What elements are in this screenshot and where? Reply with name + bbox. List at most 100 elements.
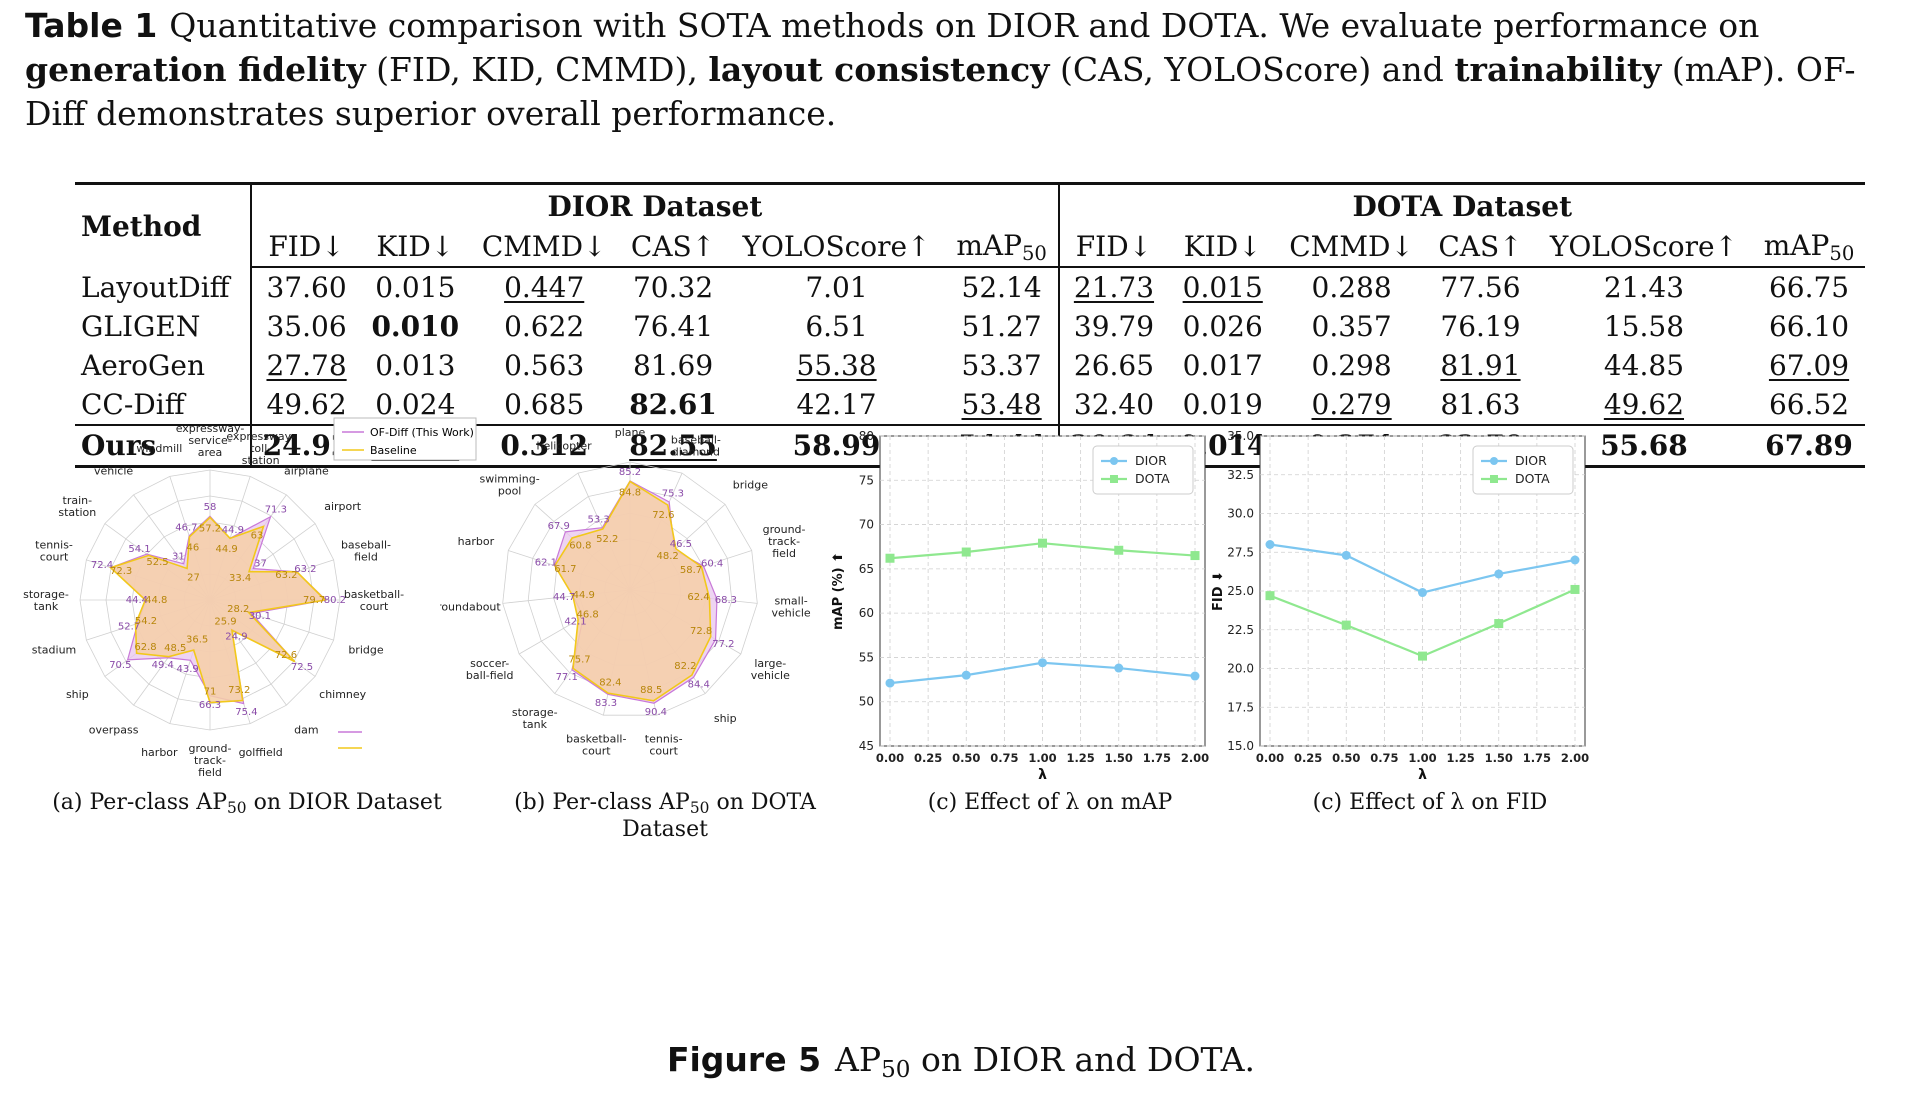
method-header: Method <box>75 182 252 267</box>
dota-point <box>1190 551 1200 561</box>
x-tick-label: 1.75 <box>1143 751 1171 765</box>
dior-cell: 52.14 <box>961 271 1042 304</box>
baseline-value-label: 58.7 <box>680 565 702 576</box>
x-tick-label: 1.00 <box>1028 751 1056 765</box>
ofdiff-value-label: 80.2 <box>324 595 346 606</box>
dior-col-header: YOLOScore↑ <box>727 227 946 268</box>
dota-header: DOTA Dataset <box>1057 182 1865 227</box>
subcaption-c2: (c) Effect of λ on FID <box>1312 790 1548 815</box>
dota-cell: 21.73 <box>1057 267 1169 307</box>
dior-col-header: mAP50 <box>945 227 1059 268</box>
table-caption-label: Table 1 <box>25 6 158 45</box>
y-tick-label: 60 <box>859 606 874 620</box>
method-cell: Ours <box>75 424 252 468</box>
ofdiff-value-label: 46.5 <box>670 539 692 550</box>
legend-dota: DOTA <box>1515 471 1550 486</box>
radar-category-label: expressway-toll-station <box>226 430 295 467</box>
x-tick-label: 0.25 <box>1294 751 1322 765</box>
ofdiff-value-label: 90.4 <box>645 707 667 718</box>
baseline-value-label: 48.5 <box>164 643 186 654</box>
baseline-value-label: 25.9 <box>214 616 236 627</box>
y-tick-label: 45 <box>859 739 874 753</box>
baseline-value-label: 28.2 <box>227 604 249 615</box>
ofdiff-value-label: 72.5 <box>291 662 313 673</box>
ofdiff-value-label: 44.9 <box>222 525 244 536</box>
radar-category-label: storage-tank <box>512 706 558 731</box>
radar-category-label: baseball-diamond <box>671 434 721 459</box>
dior-point <box>1570 555 1580 565</box>
radar-category-label: large-vehicle <box>751 657 790 682</box>
baseline-value-label: 82.2 <box>674 661 696 672</box>
ofdiff-value-label: 43.9 <box>176 664 198 675</box>
radar-category-label: basketball-court <box>344 588 404 613</box>
baseline-value-label: 61.7 <box>554 564 576 575</box>
dota-point <box>1265 591 1275 601</box>
baseline-value-label: 44.8 <box>145 595 167 606</box>
dota-cell: 0.019 <box>1182 388 1263 421</box>
y-tick-label: 25.0 <box>1227 584 1254 598</box>
ofdiff-value-label: 60.4 <box>701 558 723 569</box>
y-tick-label: 27.5 <box>1227 545 1254 559</box>
dota-col-header: CAS↑ <box>1426 227 1535 268</box>
dota-cell: 0.279 <box>1311 388 1392 421</box>
dota-cell: 0.288 <box>1311 271 1392 304</box>
dior-point <box>1265 540 1275 549</box>
radar-category-label: windmill <box>136 442 182 455</box>
y-tick-label: 80 <box>859 429 874 443</box>
radar-category-label: basketball-court <box>566 733 626 758</box>
x-tick-label: 1.25 <box>1066 751 1094 765</box>
baseline-value-label: 72.3 <box>110 566 132 577</box>
baseline-value-label: 62.8 <box>134 642 156 653</box>
baseline-value-label: 63.2 <box>275 570 297 581</box>
subcaption-c1: (c) Effect of λ on mAP <box>927 790 1173 815</box>
baseline-value-label: 73.2 <box>228 685 250 696</box>
dior-cell: 0.015 <box>375 271 456 304</box>
y-tick-label: 55 <box>859 650 874 664</box>
ofdiff-value-label: 31 <box>172 551 185 562</box>
subcaption-a: (a) Per-class AP50 on DIOR Dataset <box>52 790 442 817</box>
dota-cell: 0.015 <box>1182 271 1263 304</box>
dior-point <box>1341 550 1351 560</box>
y-tick-label: 15.0 <box>1227 739 1254 753</box>
dior-cell: 53.37 <box>961 349 1042 382</box>
subcaption-b: (b) Per-class AP50 on DOTA Dataset <box>514 790 816 842</box>
dior-cell: 42.17 <box>796 388 877 421</box>
dota-point <box>1038 538 1047 548</box>
x-tick-label: 0.00 <box>1256 751 1284 765</box>
radar-category-label: bridge <box>733 478 769 491</box>
radar-legend: OF-Diff (This Work) Baseline <box>333 417 477 749</box>
baseline-series-polygon <box>553 480 712 702</box>
dior-radar-chart: 58 57.2 44.9 44.9 71.3 63 37 33.4 63.2 63.2 80.2 79… <box>22 410 512 794</box>
baseline-value-label: 44.9 <box>216 544 238 555</box>
radar-category-label: swimming-pool <box>480 472 540 497</box>
ofdiff-value-label: 70.5 <box>109 660 131 671</box>
x-tick-label: 0.50 <box>952 751 980 765</box>
radar-category-label: helicopter <box>536 440 592 453</box>
x-tick-label: 1.25 <box>1446 751 1474 765</box>
radar-category-label: dam <box>294 723 318 736</box>
baseline-value-label: 27 <box>187 572 200 583</box>
x-tick-label: 0.50 <box>1332 751 1360 765</box>
dior-col-header: KID↓ <box>360 227 470 268</box>
dota-col-header: KID↓ <box>1168 227 1278 268</box>
results-table: Method DIOR Dataset DOTA Dataset FID↓ KID… <box>75 182 1865 468</box>
radar-category-label: baseball-field <box>341 539 391 564</box>
dior-point <box>1190 671 1200 681</box>
ofdiff-value-label: 72.4 <box>91 560 113 571</box>
x-tick-label: 0.25 <box>914 751 942 765</box>
dota-cell: 66.10 <box>1768 310 1850 343</box>
dior-cell: 35.06 <box>250 307 361 346</box>
radar-category-label: airport <box>324 500 362 513</box>
ofdiff-value-label: 77.2 <box>712 639 734 650</box>
radar-category-label: tennis-court <box>35 539 73 564</box>
x-tick-label: 2.00 <box>1181 751 1209 765</box>
y-tick-label: 50 <box>859 695 874 709</box>
dota-cell: 67.89 <box>1753 424 1865 468</box>
dota-point <box>1114 545 1124 555</box>
dota-point <box>1494 619 1504 629</box>
y-tick-label: 35.0 <box>1227 429 1254 443</box>
dota-col-header: FID↓ <box>1057 227 1169 268</box>
baseline-value-label: 72.8 <box>690 626 712 637</box>
radar-category-label: ship <box>714 712 737 725</box>
method-cell: LayoutDiff <box>81 270 230 304</box>
